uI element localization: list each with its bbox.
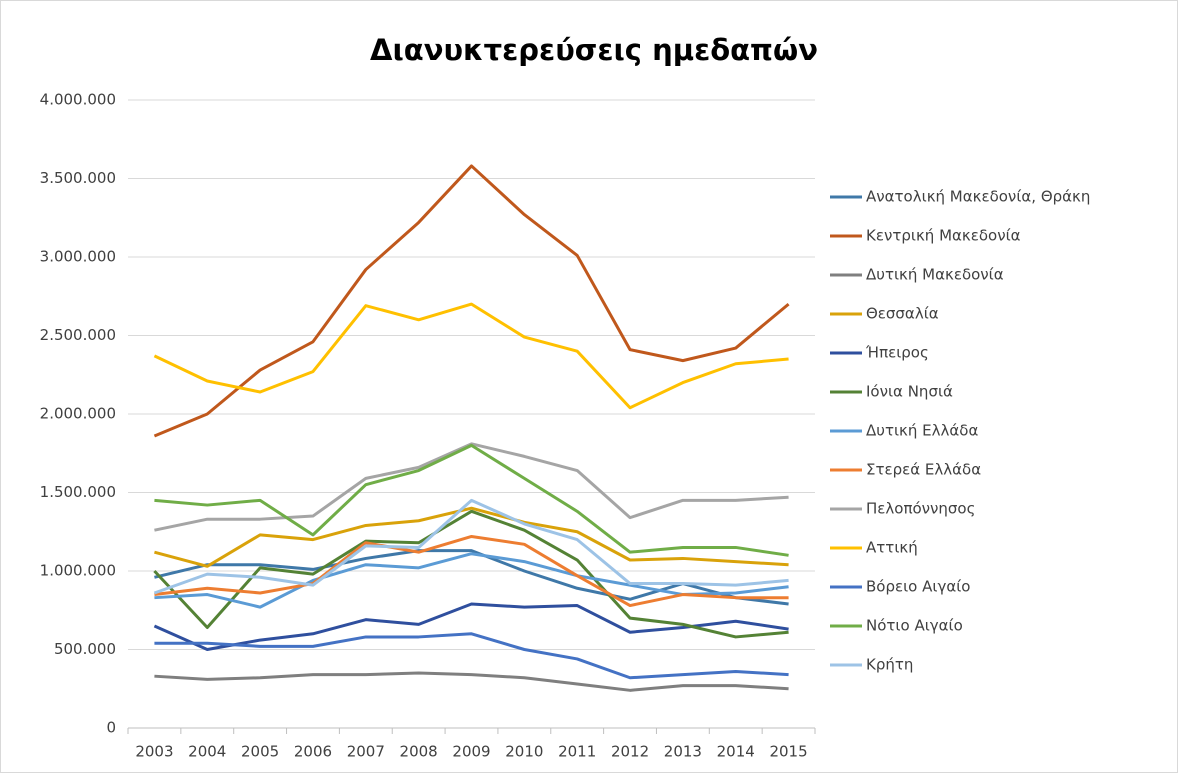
legend-label: Κρήτη <box>866 656 913 674</box>
y-tick-label: 1.500.000 <box>40 483 116 501</box>
x-tick-label: 2004 <box>188 743 226 761</box>
x-tick-label: 2009 <box>452 743 490 761</box>
x-tick-label: 2006 <box>294 743 332 761</box>
legend-label: Δυτική Ελλάδα <box>866 422 978 440</box>
x-tick-label: 2015 <box>769 743 807 761</box>
series-line <box>153 164 790 438</box>
x-tick-label: 2013 <box>664 743 702 761</box>
series-line <box>154 506 789 568</box>
legend-label: Θεσσαλία <box>866 305 939 323</box>
legend-label: Αττική <box>866 539 918 557</box>
x-tick-label: 2011 <box>558 743 596 761</box>
x-tick-label: 2014 <box>717 743 755 761</box>
x-tick-label: 2005 <box>241 743 279 761</box>
y-tick-label: 3.500.000 <box>40 169 116 187</box>
legend-label: Δυτική Μακεδονία <box>866 266 1004 284</box>
series-line <box>153 498 789 595</box>
legend-label: Πελοπόννησος <box>866 500 975 518</box>
y-tick-label: 0 <box>106 719 116 737</box>
legend-label: Ιόνια Νησιά <box>866 383 953 401</box>
series-line <box>153 602 789 651</box>
series-line <box>154 632 789 680</box>
y-tick-label: 1.000.000 <box>40 562 116 580</box>
series-line <box>154 443 789 557</box>
legend-label: Νότιο Αιγαίο <box>866 617 963 635</box>
legend-label: Ήπειρος <box>865 344 929 362</box>
y-tick-label: 2.500.000 <box>40 326 116 344</box>
series-line <box>154 442 789 532</box>
y-tick-label: 3.000.000 <box>40 248 116 266</box>
legend-label: Στερεά Ελλάδα <box>866 461 981 479</box>
x-tick-label: 2010 <box>505 743 543 761</box>
series-line <box>154 534 789 608</box>
x-tick-label: 2012 <box>611 743 649 761</box>
x-tick-label: 2003 <box>135 743 173 761</box>
y-tick-label: 4.000.000 <box>40 91 116 109</box>
series-line <box>154 671 789 692</box>
y-tick-label: 2.000.000 <box>40 405 116 423</box>
series-line <box>153 302 789 410</box>
x-tick-label: 2007 <box>347 743 385 761</box>
legend-label: Κεντρική Μακεδονία <box>866 227 1021 245</box>
x-tick-label: 2008 <box>400 743 438 761</box>
y-tick-label: 500.000 <box>54 640 116 658</box>
chart-title: Διανυκτερεύσεις ημεδαπών <box>370 33 818 67</box>
legend-label: Βόρειο Αιγαίο <box>866 578 970 596</box>
legend-label: Ανατολική Μακεδονία, Θράκη <box>866 188 1090 206</box>
series-line <box>153 509 789 639</box>
